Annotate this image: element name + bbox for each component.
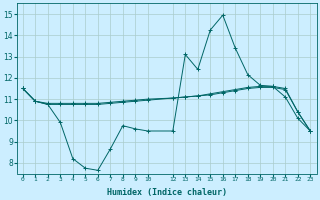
- X-axis label: Humidex (Indice chaleur): Humidex (Indice chaleur): [107, 188, 227, 197]
